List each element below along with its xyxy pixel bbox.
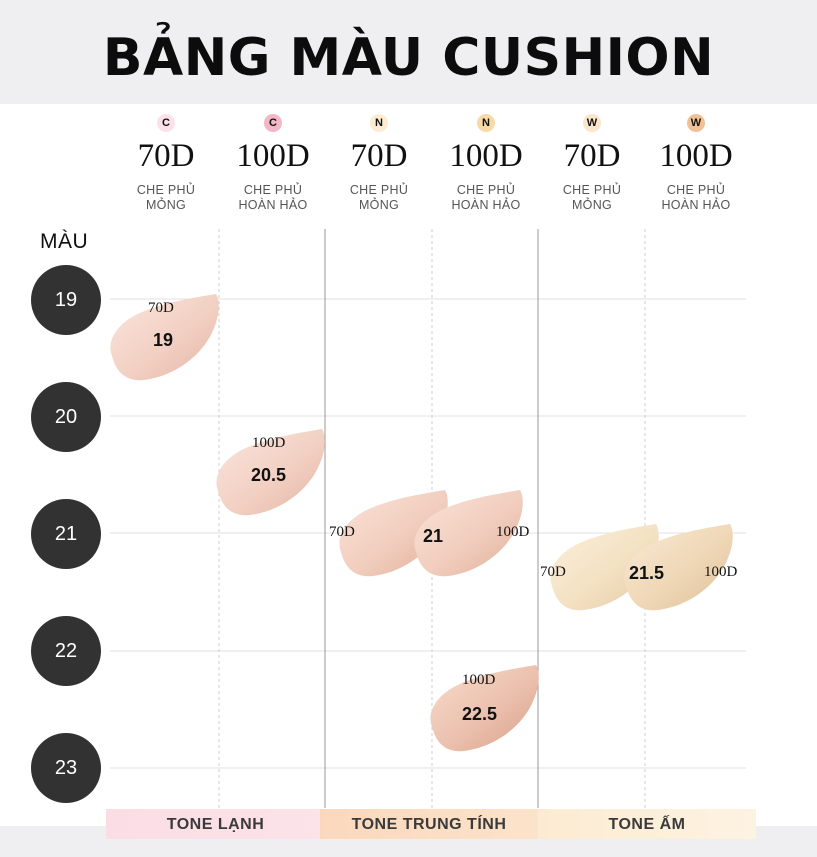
shade-row-20: 20 <box>31 382 101 452</box>
coverage-desc-line1: CHE PHỦ <box>456 183 516 197</box>
page-title: BẢNG MÀU CUSHION <box>102 28 715 88</box>
swatch-coverage-label: 100D <box>704 564 738 580</box>
row-header: MÀU <box>40 230 89 253</box>
tone-badge: C <box>264 114 282 132</box>
column-header-warm-70d: W 70D CHE PHỦ MỎNG <box>539 114 645 213</box>
coverage-level: 100D <box>236 138 310 174</box>
swatch-coverage-label: 70D <box>540 564 566 580</box>
coverage-desc-line2: MỎNG <box>571 198 613 212</box>
tone-badge: N <box>477 114 495 132</box>
column-header-cool-70d: C 70D CHE PHỦ MỎNG <box>113 114 219 213</box>
swatch-coverage-label: 100D <box>462 672 496 688</box>
swatch-coverage-label: 100D <box>496 524 530 540</box>
column-header-neutral-70d: N 70D CHE PHỦ MỎNG <box>326 114 432 213</box>
swatch-shade-label: 19 <box>153 330 174 350</box>
coverage-desc-line1: CHE PHỦ <box>136 183 196 197</box>
tone-bar-cool: TONE LẠNH <box>106 809 325 839</box>
coverage-desc-line2: MỎNG <box>358 198 400 212</box>
header-band <box>0 0 817 104</box>
swatch-coverage-label: 70D <box>148 300 174 316</box>
tone-badge: W <box>687 114 705 132</box>
swatch-coverage-label: 100D <box>252 435 286 451</box>
shade-row-23: 23 <box>31 733 101 803</box>
coverage-desc-line1: CHE PHỦ <box>243 183 303 197</box>
tone-bar-warm: TONE ẤM <box>538 809 756 839</box>
tone-badge: C <box>157 114 175 132</box>
coverage-desc-line2: MỎNG <box>145 198 187 212</box>
shade-row-21: 21 <box>31 499 101 569</box>
swatch-coverage-label: 70D <box>329 524 355 540</box>
swatch-shade-label: 22.5 <box>462 704 498 724</box>
coverage-level: 70D <box>563 138 621 174</box>
column-header-warm-100d: W 100D CHE PHỦ HOÀN HẢO <box>643 114 749 213</box>
coverage-desc-line2: HOÀN HẢO <box>238 198 308 212</box>
tone-bar-neutral: TONE TRUNG TÍNH <box>320 809 538 839</box>
coverage-desc-line2: HOÀN HẢO <box>661 198 731 212</box>
swatch-shade-label: 21.5 <box>629 563 665 583</box>
coverage-desc-line2: HOÀN HẢO <box>451 198 521 212</box>
coverage-level: 70D <box>137 138 195 174</box>
swatch-shade-label: 21 <box>423 526 444 546</box>
shade-row-22: 22 <box>31 616 101 686</box>
coverage-desc-line1: CHE PHỦ <box>666 183 726 197</box>
coverage-level: 100D <box>449 138 523 174</box>
swatch-shade-label: 20.5 <box>251 465 287 485</box>
shade-row-19: 19 <box>31 265 101 335</box>
coverage-level: 100D <box>659 138 733 174</box>
tone-badge: W <box>583 114 601 132</box>
column-header-neutral-100d: N 100D CHE PHỦ HOÀN HẢO <box>433 114 539 213</box>
coverage-desc-line1: CHE PHỦ <box>349 183 409 197</box>
coverage-desc-line1: CHE PHỦ <box>562 183 622 197</box>
column-header-cool-100d: C 100D CHE PHỦ HOÀN HẢO <box>220 114 326 213</box>
tone-badge: N <box>370 114 388 132</box>
coverage-level: 70D <box>350 138 408 174</box>
